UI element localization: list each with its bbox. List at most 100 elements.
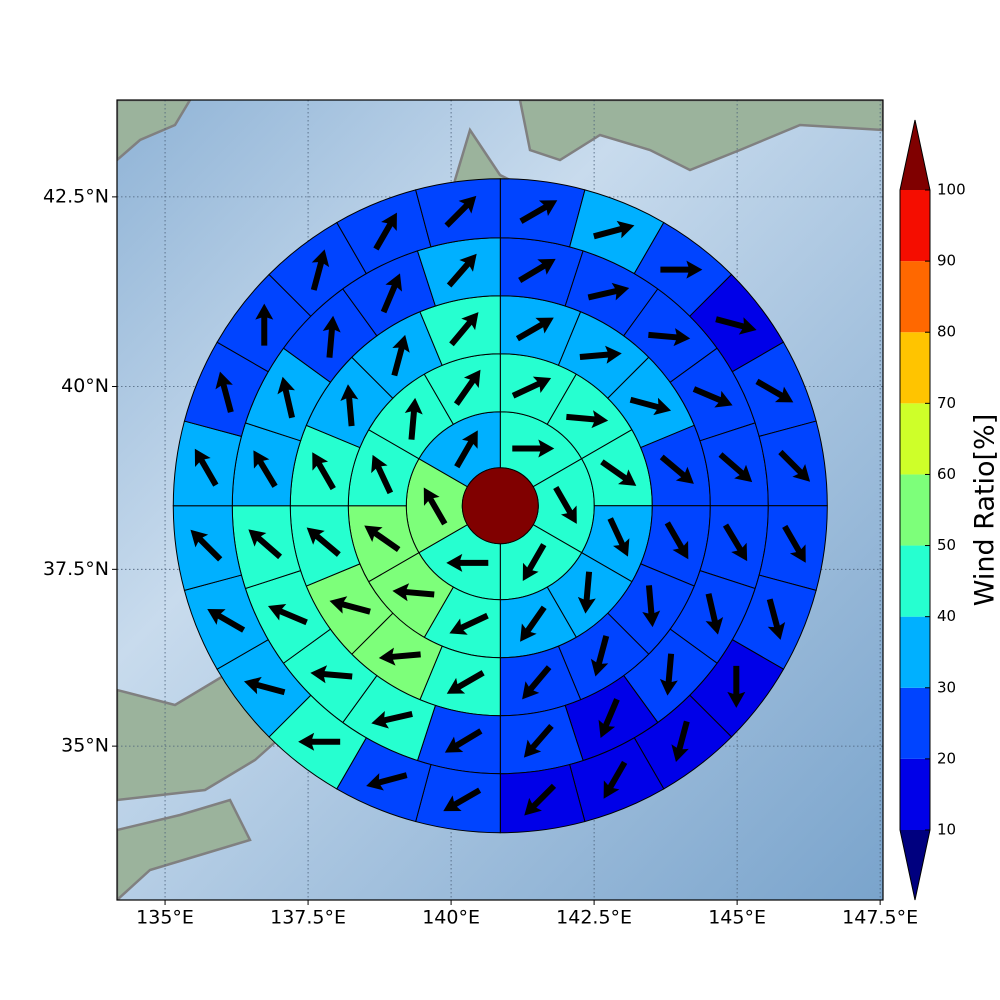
wind-arrow [446,553,489,572]
wind-arrow [718,452,753,483]
wind-arrow [255,303,274,346]
wind-arrow [378,647,421,666]
wind-arrow [194,448,219,487]
wind-arrow [391,334,410,377]
wind-arrow [598,698,620,738]
wind-arrow [373,212,397,251]
wind-arrow [253,450,278,488]
wind-arrow [248,529,283,560]
colorbar-tick-label: 70 [937,394,956,412]
wind-arrow [454,430,478,469]
wind-arrow [671,720,690,763]
wind-arrow [579,345,622,364]
wind-arrow [648,328,691,347]
x-tick-label: 137.5°E [270,907,346,929]
wind-arrow [444,195,477,228]
wind-arrow [380,273,403,314]
wind-arrow [453,369,481,406]
wind-arrow [566,410,609,429]
colorbar-segment [900,332,930,404]
wind-arrow [600,459,637,486]
colorbar-tick-label: 40 [937,607,956,625]
wind-arrow [642,585,661,628]
x-tick-label: 142.5°E [556,907,632,929]
wind-arrow [515,317,554,342]
colorbar-segment [900,261,930,333]
x-tick-label: 140°E [422,907,480,929]
wind-arrow [449,612,489,635]
x-tick-label: 135°E [136,907,194,929]
wind-arrow [446,670,485,694]
wind-arrow [766,598,786,640]
wind-arrow [366,772,408,791]
wind-arrow [511,376,552,399]
colorbar-tick-label: 80 [937,323,956,341]
wind-arrow [522,665,552,700]
colorbar-segment [900,545,930,617]
wind-arrow [444,728,483,753]
colorbar-tick-label: 10 [937,821,956,839]
wind-arrow [268,603,308,626]
wind-arrow [371,454,394,495]
wind-arrow [449,312,479,347]
wind-arrow [727,665,746,708]
colorbar-under [900,830,930,900]
colorbar-tick-label: 20 [937,749,956,767]
colorbar-tick-label: 50 [937,536,956,554]
wind-arrow [243,676,286,696]
wind-arrow [312,452,336,491]
wind-arrow [364,525,401,553]
wind-arrow [392,583,435,602]
colorbar-segment [900,616,930,688]
wind-arrow [519,200,558,224]
wind-arrow [659,454,694,484]
x-tick-label: 145°E [708,907,766,929]
wind-arrow [705,593,724,635]
wind-arrow [322,315,341,358]
wind-arrow [522,543,547,582]
wind-arrow [443,787,482,812]
wind-arrow [310,249,330,291]
center-cell [461,467,539,545]
wind-arrow [715,316,757,335]
map-frame [116,99,884,901]
wind-arrow [577,571,596,614]
colorbar-segment [900,687,930,759]
wind-arrow [659,653,678,696]
wind-arrow [607,517,630,557]
wind-arrow [755,378,794,403]
colorbar-tick-label: 100 [937,181,966,199]
wind-arrow [404,397,423,440]
wind-arrow [664,521,689,560]
colorbar-tick-label: 60 [937,465,956,483]
colorbar-segment [900,474,930,546]
y-tick-label: 42.5°N [43,185,109,207]
wind-arrow [446,253,477,288]
wind-arrow [329,596,371,615]
y-tick-label: 40°N [61,375,109,397]
x-tick-label: 147.5°E [842,907,918,929]
colorbar-segment [900,403,930,475]
colorbar-over [900,120,930,190]
colorbar-tick-label: 30 [937,678,956,696]
wind-arrow [587,282,630,301]
wind-arrow [207,609,246,633]
wind-arrow [590,635,610,677]
colorbar-segment [900,758,930,830]
y-tick-label: 37.5°N [43,558,109,580]
y-tick-label: 35°N [61,735,109,757]
colorbar-tick-label: 90 [937,252,956,270]
wind-arrow [298,732,341,751]
wind-arrow [190,529,223,562]
wind-arrow [310,665,353,684]
wind-arrow [512,439,555,458]
wind-arrow [423,487,448,526]
wind-arrow [629,396,672,416]
wind-arrow [520,605,547,642]
wind-arrow [215,371,234,413]
wind-arrow [524,783,557,816]
wind-arrow [603,760,628,799]
wind-arrow [660,260,703,279]
wind-arrow [778,449,811,482]
